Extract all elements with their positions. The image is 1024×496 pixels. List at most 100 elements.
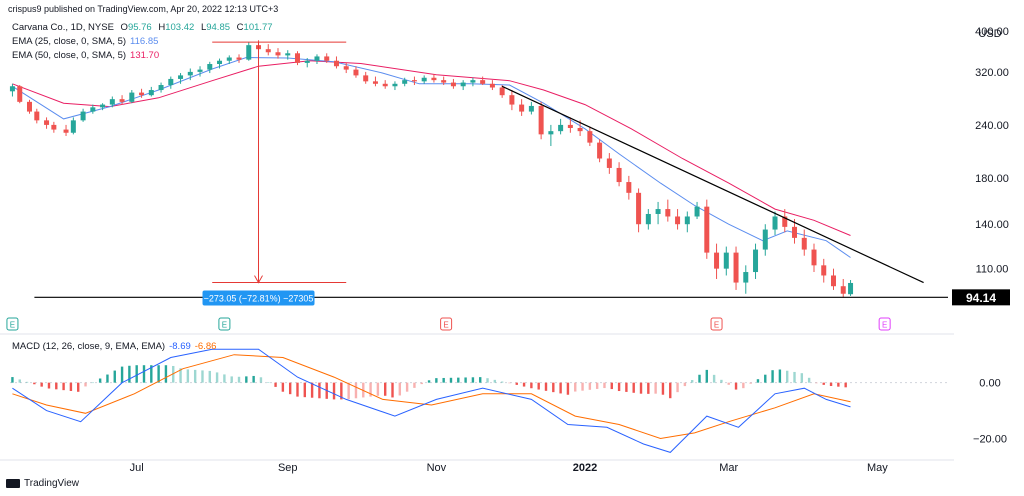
candle-body	[246, 45, 252, 60]
macd-hist-bar-28	[215, 372, 219, 383]
candle-43	[421, 75, 427, 84]
candle-body	[294, 53, 300, 63]
ema25-line	[12, 56, 851, 258]
candle-38	[372, 76, 378, 87]
candle-1	[17, 85, 23, 104]
candle-body	[109, 99, 115, 105]
macd-hist-bar-55	[413, 382, 416, 388]
macd-hist-bar-56	[420, 382, 423, 385]
macd-hist-bar-6	[55, 382, 58, 390]
macd-hist-bar-1	[18, 379, 21, 383]
candle-body	[139, 92, 145, 96]
earnings-marker-letter: E	[714, 321, 719, 330]
ema50-value: 131.70	[130, 50, 160, 61]
macd-hist-bar-73	[544, 382, 548, 391]
ohlc-low: 94.85	[206, 22, 231, 33]
candle-body	[567, 124, 573, 129]
macd-hist-bar-7	[62, 382, 65, 391]
candle-body	[587, 131, 593, 143]
candle-65	[636, 188, 642, 233]
candle-body	[333, 60, 339, 67]
candle-87	[848, 280, 854, 296]
ema50-path	[12, 60, 851, 236]
candle-61	[597, 139, 603, 163]
macd-hist-bar-41	[310, 382, 314, 398]
candle-body	[801, 237, 807, 250]
macd-hist-bar-107	[793, 371, 796, 383]
candle-body	[821, 265, 827, 276]
macd-hist-bar-77	[574, 382, 577, 392]
candle-48	[470, 77, 476, 87]
macd-hist-bar-11	[91, 382, 95, 384]
legend-macd-row[interactable]: MACD (12, 26, close, 9, EMA, EMA) -8.69 -6…	[12, 341, 216, 352]
macd-hist-bar-70	[522, 382, 526, 387]
legend-ema50-row[interactable]: EMA (50, close, 0, SMA, 5) 131.70	[12, 50, 159, 61]
candle-body	[743, 272, 749, 283]
x-tick-label-5: May	[867, 462, 888, 474]
candle-body	[17, 86, 23, 102]
x-tick-label-1: Sep	[278, 462, 298, 474]
candle-body	[655, 209, 661, 214]
macd-hist-bar-65	[486, 378, 489, 383]
macd-hist-bar-105	[778, 369, 782, 383]
macd-hist-bar-18	[142, 365, 146, 383]
macd-hist-bar-3	[33, 382, 36, 385]
candle-body	[44, 120, 50, 125]
macd-hist-bar-80	[595, 382, 599, 389]
tradingview-logo[interactable]: TradingView	[6, 478, 79, 489]
candle-64	[626, 175, 632, 200]
macd-hist-bar-10	[84, 382, 87, 387]
macd-hist-bar-63	[471, 377, 475, 383]
candle-body	[694, 206, 700, 217]
y-tick-label-6: 400.00	[975, 26, 1009, 38]
candle-30	[294, 51, 300, 66]
publisher-line: crispus9 published on TradingView.com, A…	[8, 4, 279, 14]
macd-hist-bar-66	[493, 379, 497, 383]
candle-27	[265, 44, 271, 56]
x-tick-label-3: 2022	[573, 462, 597, 474]
earnings-marker-0	[6, 317, 19, 331]
x-tick-label-2: Nov	[427, 462, 447, 474]
macd-hist-bar-12	[98, 378, 102, 383]
candle-body	[704, 206, 710, 253]
candle-body	[80, 111, 86, 121]
macd-hist-bar-39	[296, 382, 299, 397]
last-price-badge: 94.14	[966, 291, 996, 305]
ema25-label: EMA (25, close, 0, SMA, 5)	[12, 36, 127, 47]
candle-84	[821, 258, 827, 283]
legend-ema25-row[interactable]: EMA (25, close, 0, SMA, 5) 116.85	[12, 36, 158, 47]
macd-hist-bar-31	[237, 376, 241, 383]
candle-body	[158, 85, 164, 91]
last-price-badge-bg	[952, 289, 1010, 306]
macd-hist-bar-57	[427, 380, 431, 383]
macd-hist-bar-97	[720, 379, 723, 383]
candle-19	[187, 68, 193, 81]
earnings-marker-2	[440, 317, 453, 331]
candle-body	[811, 249, 817, 266]
candle-32	[314, 54, 320, 65]
symbol-name[interactable]: Carvana Co., 1D, NYSE	[12, 22, 114, 33]
macd-hist-bar-23	[179, 368, 182, 383]
macd-hist-bar-64	[479, 377, 482, 383]
macd-hist-bar-9	[77, 382, 80, 392]
candle-73	[714, 243, 720, 279]
signal-value: -6.86	[194, 341, 217, 352]
candle-body	[840, 286, 846, 294]
candle-3	[34, 108, 40, 124]
macd-hist-bar-81	[603, 382, 606, 389]
candle-body	[558, 124, 564, 132]
candle-body	[314, 56, 320, 61]
macd-hist-bar-36	[274, 382, 277, 387]
candle-body	[197, 69, 203, 72]
macd-hist-bar-100	[742, 382, 745, 389]
candle-2	[26, 99, 32, 114]
macd-hist-bar-49	[369, 382, 372, 397]
candle-body	[480, 80, 486, 84]
macd-hist-bar-89	[661, 382, 665, 395]
macd-hist-bar-29	[223, 374, 226, 383]
candle-body	[402, 80, 408, 84]
candle-body	[441, 80, 447, 83]
macd-hist-bar-92	[683, 382, 687, 387]
macd-hist-bar-15	[120, 366, 124, 383]
